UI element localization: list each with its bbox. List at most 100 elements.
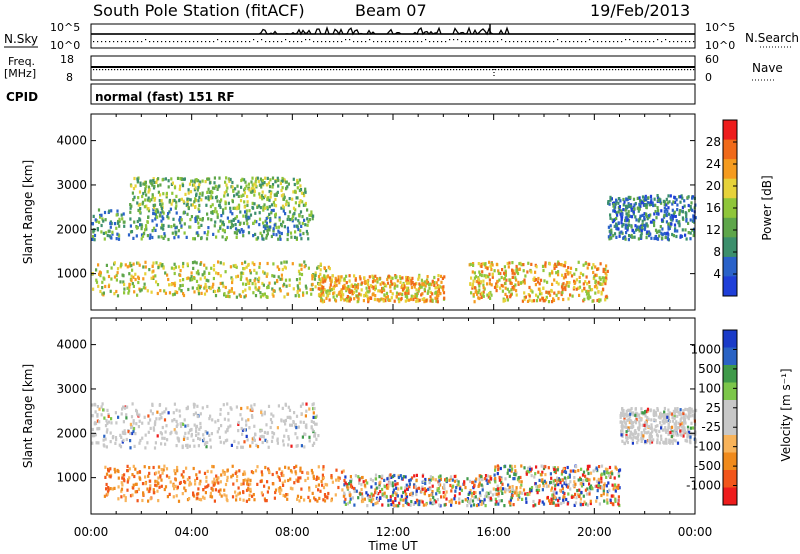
heatmap-cell	[121, 407, 124, 411]
heatmap-cell	[230, 289, 233, 293]
heatmap-cell	[224, 270, 227, 274]
heatmap-cell	[544, 263, 547, 267]
nave-point	[675, 69, 677, 71]
heatmap-cell	[306, 476, 310, 480]
heatmap-cell	[666, 236, 669, 240]
nave-point	[264, 69, 266, 71]
heatmap-cell	[487, 295, 490, 299]
nave-point	[480, 69, 482, 71]
heatmap-cell	[474, 495, 477, 499]
heatmap-cell	[243, 178, 246, 182]
heatmap-cell	[429, 299, 432, 303]
heatmap-cell	[178, 218, 181, 222]
heatmap-cell	[371, 274, 374, 278]
nave-point	[558, 69, 560, 71]
heatmap-cell	[582, 482, 585, 486]
heatmap-cell	[176, 469, 179, 473]
heatmap-cell	[496, 284, 499, 288]
heatmap-cell	[480, 478, 484, 482]
heatmap-cell	[179, 216, 182, 220]
heatmap-cell	[140, 227, 143, 231]
heatmap-cell	[559, 481, 562, 485]
heatmap-cell	[582, 470, 586, 474]
nsearch-point	[329, 41, 331, 43]
heatmap-cell	[94, 410, 97, 414]
heatmap-cell	[101, 280, 104, 284]
heatmap-cell	[542, 481, 545, 485]
heatmap-cell	[180, 473, 183, 477]
heatmap-cell	[602, 485, 605, 489]
heatmap-cell	[634, 436, 637, 440]
heatmap-cell	[222, 223, 225, 227]
heatmap-cell	[241, 230, 244, 234]
heatmap-cell	[597, 477, 600, 481]
heatmap-cell	[306, 208, 309, 212]
nave-point	[294, 69, 296, 71]
heatmap-cell	[343, 483, 346, 487]
heatmap-cell	[179, 184, 182, 188]
nsearch-point	[605, 41, 607, 43]
heatmap-cell	[225, 236, 228, 240]
heatmap-cell	[631, 235, 634, 239]
heatmap-cell	[321, 292, 324, 296]
heatmap-cell	[615, 485, 618, 489]
heatmap-cell	[252, 189, 255, 193]
heatmap-cell	[232, 206, 235, 210]
heatmap-cell	[466, 477, 469, 481]
heatmap-cell	[263, 181, 266, 185]
heatmap-cell	[660, 209, 663, 213]
heatmap-cell	[186, 202, 189, 207]
heatmap-cell	[540, 479, 543, 483]
heatmap-cell	[627, 426, 630, 430]
nave-point	[516, 69, 518, 71]
heatmap-cell	[508, 261, 511, 265]
heatmap-cell	[157, 481, 160, 485]
heatmap-cell	[582, 282, 585, 286]
heatmap-cell	[600, 464, 604, 468]
heatmap-cell	[237, 422, 240, 426]
heatmap-cell	[436, 284, 439, 288]
heatmap-cell	[323, 288, 326, 292]
heatmap-cell	[649, 194, 653, 198]
heatmap-cell	[445, 490, 448, 494]
heatmap-cell	[682, 409, 685, 413]
heatmap-cell	[481, 488, 484, 492]
heatmap-cell	[200, 198, 203, 202]
heatmap-cell	[239, 221, 242, 225]
heatmap-cell	[255, 220, 258, 224]
heatmap-cell	[617, 498, 620, 503]
heatmap-cell	[319, 489, 322, 493]
heatmap-cell	[514, 276, 517, 280]
heatmap-cell	[626, 205, 629, 209]
heatmap-cell	[618, 468, 622, 472]
heatmap-cell	[377, 492, 380, 496]
heatmap-cell	[238, 469, 241, 473]
heatmap-cell	[266, 286, 269, 290]
heatmap-cell	[107, 274, 111, 279]
heatmap-cell	[263, 430, 266, 435]
heatmap-cell	[178, 287, 181, 291]
power-colorbar-label: Power [dB]	[760, 175, 774, 240]
heatmap-cell	[588, 262, 591, 266]
heatmap-cell	[214, 488, 217, 492]
heatmap-cell	[302, 293, 305, 297]
heatmap-cell	[99, 289, 102, 294]
heatmap-cell	[502, 271, 506, 275]
heatmap-cell	[148, 199, 151, 203]
heatmap-cell	[113, 275, 117, 279]
heatmap-cell	[532, 299, 536, 303]
heatmap-cell	[242, 282, 245, 286]
heatmap-cell	[132, 427, 135, 431]
heatmap-cell	[360, 476, 364, 480]
heatmap-cell	[274, 488, 278, 492]
heatmap-cell	[127, 233, 131, 237]
heatmap-cell	[415, 489, 418, 493]
heatmap-cell	[554, 470, 557, 475]
heatmap-cell	[113, 261, 116, 265]
heatmap-cell	[235, 207, 238, 211]
heatmap-cell	[427, 487, 430, 491]
heatmap-cell	[573, 503, 576, 507]
heatmap-cell	[247, 477, 250, 481]
heatmap-cell	[172, 484, 175, 488]
heatmap-cell	[219, 480, 222, 484]
